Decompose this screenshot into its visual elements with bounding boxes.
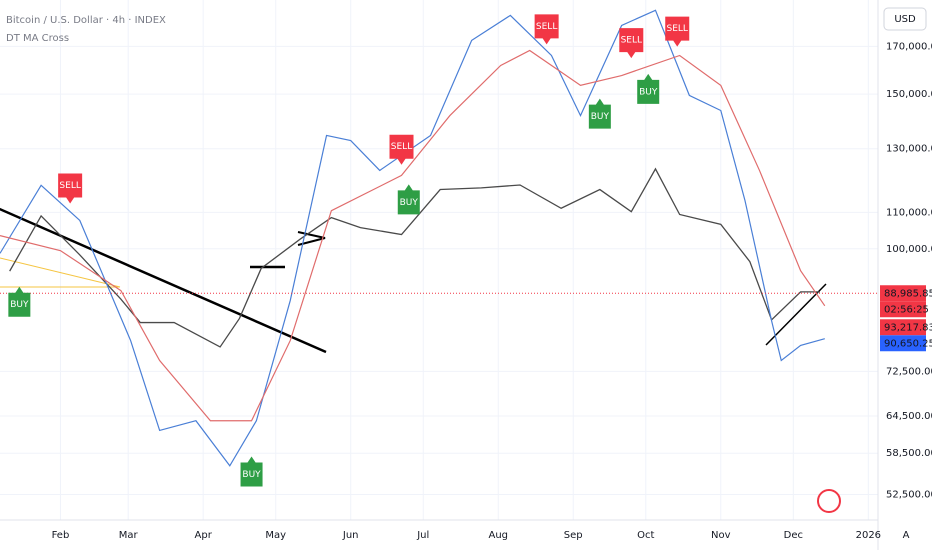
- x-tick-label: Jul: [416, 530, 429, 541]
- signal: BUY: [637, 73, 660, 104]
- price-label-box: [880, 285, 926, 302]
- signal-label: BUY: [10, 300, 29, 310]
- signal-marker: [240, 456, 263, 487]
- currency-label[interactable]: USD: [894, 14, 916, 25]
- price-label-text: 93,217.83: [884, 322, 932, 333]
- currency-button[interactable]: [883, 7, 927, 31]
- signal-marker: [534, 14, 559, 45]
- x-tick-label: Nov: [711, 530, 731, 541]
- signal: SELL: [534, 14, 559, 45]
- signal-label: SELL: [391, 142, 412, 152]
- y-tick-label: 110,000.00: [886, 207, 932, 218]
- signal: SELL: [389, 134, 414, 165]
- signal-label: SELL: [536, 22, 557, 32]
- grid: [0, 0, 878, 520]
- indicator-name: DT MA Cross: [6, 33, 69, 44]
- series-line: [0, 9, 825, 467]
- y-tick-label: 58,500.00: [886, 448, 932, 459]
- x-tick-label: Feb: [52, 530, 70, 541]
- price-label-box: [880, 301, 926, 318]
- signal-label: BUY: [242, 470, 261, 480]
- price-label-box: [880, 335, 926, 352]
- y-tick-label: 130,000.00: [886, 144, 932, 155]
- price-label-box: [880, 319, 926, 336]
- price-label-text: 90,650.25: [884, 338, 932, 349]
- price-label: 90,650.25: [880, 335, 932, 352]
- signal: BUY: [588, 98, 611, 129]
- x-tick-label: Apr: [195, 530, 213, 541]
- y-tick-label: 170,000.00: [886, 41, 932, 52]
- signal-marker: [389, 134, 414, 165]
- logo: [817, 489, 841, 513]
- signal-label: BUY: [400, 198, 419, 208]
- x-tick-label: Oct: [637, 530, 654, 541]
- x-tick-label: Jun: [342, 530, 359, 541]
- signal-label: SELL: [59, 181, 80, 191]
- price-label: 93,217.83: [880, 319, 932, 336]
- signal-marker: [58, 173, 83, 204]
- signal-marker: [637, 73, 660, 104]
- scale-mode[interactable]: A: [903, 530, 910, 541]
- y-tick-label: 52,500.00: [886, 489, 932, 500]
- x-tick-label: Aug: [488, 530, 508, 541]
- x-tick-label: Dec: [784, 530, 803, 541]
- y-tick-label: 72,500.00: [886, 366, 932, 377]
- signal-label: SELL: [621, 36, 642, 46]
- signal-label: BUY: [591, 112, 610, 122]
- signal-marker: [8, 286, 31, 317]
- signal: BUY: [8, 286, 31, 317]
- signal-label: SELL: [667, 24, 688, 34]
- y-tick-label: 100,000.00: [886, 244, 932, 255]
- signal: BUY: [397, 184, 420, 215]
- series-line: [9, 167, 820, 348]
- price-label-text: 02:56:25: [884, 304, 929, 315]
- y-tick-label: 64,500.00: [886, 411, 932, 422]
- signal: SELL: [665, 16, 690, 47]
- signal-marker: [619, 28, 644, 59]
- signal-label: BUY: [639, 87, 658, 97]
- trend-line: [0, 257, 121, 288]
- x-tick-label: Mar: [119, 530, 139, 541]
- x-tick-label: 2026: [856, 530, 881, 541]
- trend-line: [0, 207, 327, 354]
- price-label-text: 88,985.85: [884, 288, 932, 299]
- signal: BUY: [240, 456, 263, 487]
- y-tick-label: 150,000.00: [886, 89, 932, 100]
- trend-line: [765, 283, 827, 346]
- signal: SELL: [619, 28, 644, 59]
- x-tick-label: May: [265, 530, 286, 541]
- price-label: 88,985.85: [880, 285, 932, 302]
- signal-marker: [665, 16, 690, 47]
- price-label: 02:56:25: [880, 301, 929, 318]
- signal: SELL: [58, 173, 83, 204]
- signal-marker: [397, 184, 420, 215]
- series-line: [0, 49, 826, 422]
- signal-marker: [588, 98, 611, 129]
- x-tick-label: Sep: [564, 530, 583, 541]
- chart-title: Bitcoin / U.S. Dollar · 4h · INDEX: [6, 15, 166, 26]
